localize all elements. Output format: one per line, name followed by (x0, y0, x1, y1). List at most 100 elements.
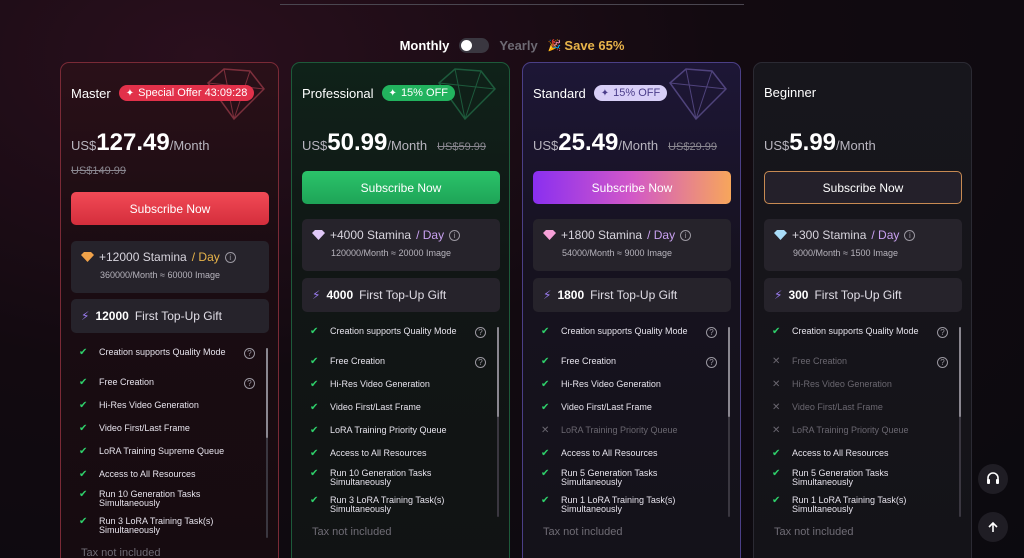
feature-text: Run 1 LoRA Training Task(s) Simultaneous… (561, 495, 676, 514)
discount-badge: ✦ 15% OFF (593, 85, 668, 101)
info-icon[interactable]: ? (475, 357, 486, 368)
scrollbar-thumb[interactable] (728, 327, 730, 417)
feature-item: ✔ Run 3 LoRA Training Task(s) Simultaneou… (79, 517, 269, 535)
original-price: US$59.99 (437, 141, 487, 153)
feature-list: ✔ Creation supports Quality Mode? ✔ Free Cr… (533, 327, 731, 527)
price-period: /Month (836, 138, 876, 153)
info-icon[interactable]: ? (244, 378, 255, 389)
stamina-unit: / Day (647, 228, 676, 242)
subscribe-button[interactable]: Subscribe Now (71, 192, 269, 225)
gift-amount: 300 (788, 288, 809, 302)
feature-text: Video First/Last Frame (561, 402, 652, 412)
info-icon[interactable]: ? (937, 357, 948, 368)
support-button[interactable] (978, 464, 1008, 494)
scroll-top-button[interactable] (978, 512, 1008, 542)
price: US$ 127.49 /Month (71, 129, 209, 157)
price-period: /Month (387, 138, 428, 153)
headset-icon (987, 472, 999, 484)
feature-scrollbar[interactable] (497, 327, 499, 517)
feature-item: ✔ Run 3 LoRA Training Task(s) Simultaneou… (310, 496, 500, 514)
info-icon[interactable]: i (904, 229, 916, 241)
feature-text: Run 10 Generation Tasks Simultaneously (99, 489, 201, 508)
info-icon[interactable]: i (680, 229, 692, 241)
price: US$ 25.49 /Month US$29.99 (533, 129, 717, 157)
feature-item: ✔ Creation supports Quality Mode? (772, 327, 962, 338)
check-icon: ✔ (772, 448, 781, 459)
feature-item: ✔ Run 10 Generation Tasks Simultaneously (310, 469, 500, 487)
info-icon[interactable]: i (224, 251, 236, 263)
feature-item: ✔ Run 5 Generation Tasks Simultaneously (541, 469, 731, 487)
info-icon[interactable]: ? (244, 348, 255, 359)
check-icon: ✔ (79, 469, 88, 480)
check-icon: ✔ (772, 468, 781, 479)
info-icon[interactable]: ? (706, 357, 717, 368)
arrow-up-icon (988, 521, 998, 532)
stamina-unit: / Day (416, 228, 445, 242)
feature-text: Run 3 LoRA Training Task(s) Simultaneous… (330, 495, 445, 514)
feature-item: ✔ Video First/Last Frame (79, 424, 269, 434)
check-icon: ✔ (310, 425, 319, 436)
info-icon[interactable]: i (449, 229, 461, 241)
currency: US$ (533, 138, 559, 153)
subscribe-button[interactable]: Subscribe Now (302, 171, 500, 204)
scrollbar-thumb[interactable] (266, 348, 268, 438)
billing-period-switch: Monthly Yearly 🎉 Save 65% (0, 38, 1024, 53)
feature-text: Free Creation (330, 356, 386, 366)
check-icon: ✔ (541, 379, 550, 390)
tax-note: Tax not included (81, 547, 161, 558)
feature-list: ✔ Creation supports Quality Mode? ✔ Free Cr… (302, 327, 500, 527)
feature-text: LoRA Training Supreme Queue (99, 446, 225, 456)
feature-text: Access to All Resources (99, 469, 196, 479)
check-icon: ✔ (541, 402, 550, 413)
scrollbar-thumb[interactable] (497, 327, 499, 417)
plan-card-professional: Professional ✦ 15% OFF US$ 50.99 /Month U… (291, 62, 510, 558)
top-up-gift: ⚡ 1800 First Top-Up Gift (533, 278, 731, 312)
lightning-icon: ⚡ (312, 288, 321, 302)
gift-label: First Top-Up Gift (814, 288, 902, 302)
special-offer-badge: ✦ Special Offer 43:09:28 (118, 85, 255, 101)
info-icon[interactable]: ? (475, 327, 486, 338)
price-amount: 50.99 (327, 129, 388, 156)
feature-text: Creation supports Quality Mode (99, 347, 226, 357)
check-icon: ✔ (79, 446, 88, 457)
original-price: US$29.99 (668, 141, 718, 153)
tax-note: Tax not included (312, 526, 392, 538)
check-icon: ✔ (310, 468, 319, 479)
feature-text: Hi-Res Video Generation (792, 379, 892, 389)
yearly-label[interactable]: Yearly (499, 38, 538, 53)
monthly-label[interactable]: Monthly (399, 38, 450, 53)
price-period: /Month (618, 138, 659, 153)
feature-text: Access to All Resources (561, 448, 658, 458)
check-icon: ✔ (772, 495, 781, 506)
feature-item: ✔ Creation supports Quality Mode? (541, 327, 731, 338)
feature-scrollbar[interactable] (959, 327, 961, 517)
top-up-gift: ⚡ 12000 First Top-Up Gift (71, 299, 269, 333)
scrollbar-thumb[interactable] (959, 327, 961, 417)
info-icon[interactable]: ? (937, 327, 948, 338)
feature-text: LoRA Training Priority Queue (561, 425, 678, 435)
plan-card-master: Master ✦ Special Offer 43:09:28 US$ 127.4… (60, 62, 279, 558)
badge-text: 15% OFF (613, 87, 661, 99)
feature-text: Video First/Last Frame (99, 423, 190, 433)
lightning-icon: ⚡ (543, 288, 552, 302)
sparkle-icon: ✦ (125, 87, 135, 99)
gift-label: First Top-Up Gift (359, 288, 447, 302)
info-icon[interactable]: ? (706, 327, 717, 338)
stamina-detail: 9000/Month ≈ 1500 Image (793, 248, 899, 258)
check-icon: ✔ (79, 347, 88, 358)
feature-text: Video First/Last Frame (330, 402, 421, 412)
feature-scrollbar[interactable] (266, 348, 268, 538)
feature-item: ✕ LoRA Training Priority Queue (772, 426, 962, 436)
billing-toggle[interactable] (459, 38, 490, 53)
discount-badge: ✦ 15% OFF (381, 85, 456, 101)
stamina-box: +1800 Stamina / Day i 54000/Month ≈ 9000… (533, 219, 731, 271)
feature-scrollbar[interactable] (728, 327, 730, 517)
feature-item: ✔ LoRA Training Supreme Queue (79, 447, 269, 457)
stamina-unit: / Day (191, 250, 220, 264)
feature-item: ✔ Hi-Res Video Generation (310, 380, 500, 390)
top-up-gift: ⚡ 300 First Top-Up Gift (764, 278, 962, 312)
subscribe-button[interactable]: Subscribe Now (764, 171, 962, 204)
party-popper-icon: 🎉 (547, 40, 562, 52)
lightning-icon: ⚡ (81, 309, 90, 323)
subscribe-button[interactable]: Subscribe Now (533, 171, 731, 204)
